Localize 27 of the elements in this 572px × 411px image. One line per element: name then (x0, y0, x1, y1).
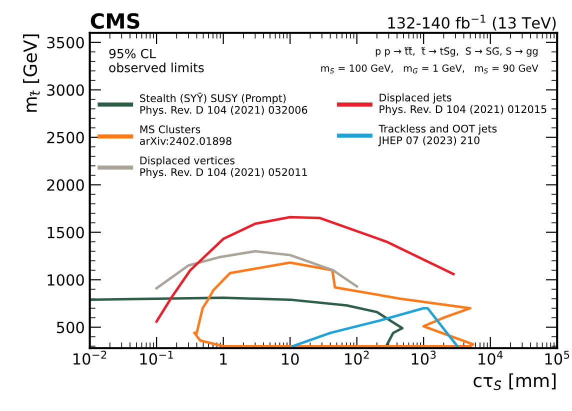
annotation: 95% CL observed limits (109, 48, 204, 72)
legend-label: Stealth (SYȲ) SUSY (Prompt) Phys. Rev. D 104 (2021) 032006 (140, 92, 308, 116)
y-tick-label: 500 (56, 322, 84, 334)
chart-subtitle: 132-140 fb$^{−1}$ (13 TeV) (388, 14, 556, 30)
legend-label: Trackless and OOT jets JHEP 07 (2023) 210 (378, 124, 497, 146)
x-tick-label: 10$^{3}$ (412, 350, 436, 365)
annotation: p p → t̃t̃̄, t̃ → tS̃g, S̃ → SG̃, S → gg (376, 47, 538, 57)
x-tick-label: 10$^{4}$ (478, 350, 503, 365)
y-tick-label: 3000 (47, 84, 84, 96)
chart-title: CMS (90, 13, 140, 29)
x-tick-label: 10$^{−2}$ (74, 350, 106, 365)
x-tick-label: 10 (282, 353, 299, 365)
legend-label: Displaced vertices Phys. Rev. D 104 (2021) 052011 (140, 156, 307, 178)
y-tick-label: 3500 (47, 36, 84, 48)
x-tick-label: 10$^{5}$ (545, 350, 570, 365)
x-axis-title: cτ$_{S̃}$ [mm] (474, 373, 556, 390)
annotation: m$_{S̃}$ = 100 GeV, m$_{G̃}$ = 1 GeV, m$_{S}$ = 90 GeV (321, 64, 538, 74)
legend-label: MS Clusters arXiv:2402.01898 (140, 125, 232, 145)
x-tick-label: 10$^{2}$ (345, 350, 369, 365)
y-tick-label: 2500 (47, 132, 84, 144)
y-tick-label: 1000 (48, 274, 84, 286)
y-tick-label: 2000 (47, 179, 84, 191)
y-axis-title: m$_{t̃}$ [GeV] (23, 34, 40, 112)
x-tick-label: 1 (220, 353, 227, 365)
y-tick-label: 1500 (48, 226, 84, 238)
x-tick-label: 10$^{−1}$ (140, 350, 173, 365)
legend-label: Displaced jets Phys. Rev. D 104 (2021) 012015 (380, 93, 546, 116)
